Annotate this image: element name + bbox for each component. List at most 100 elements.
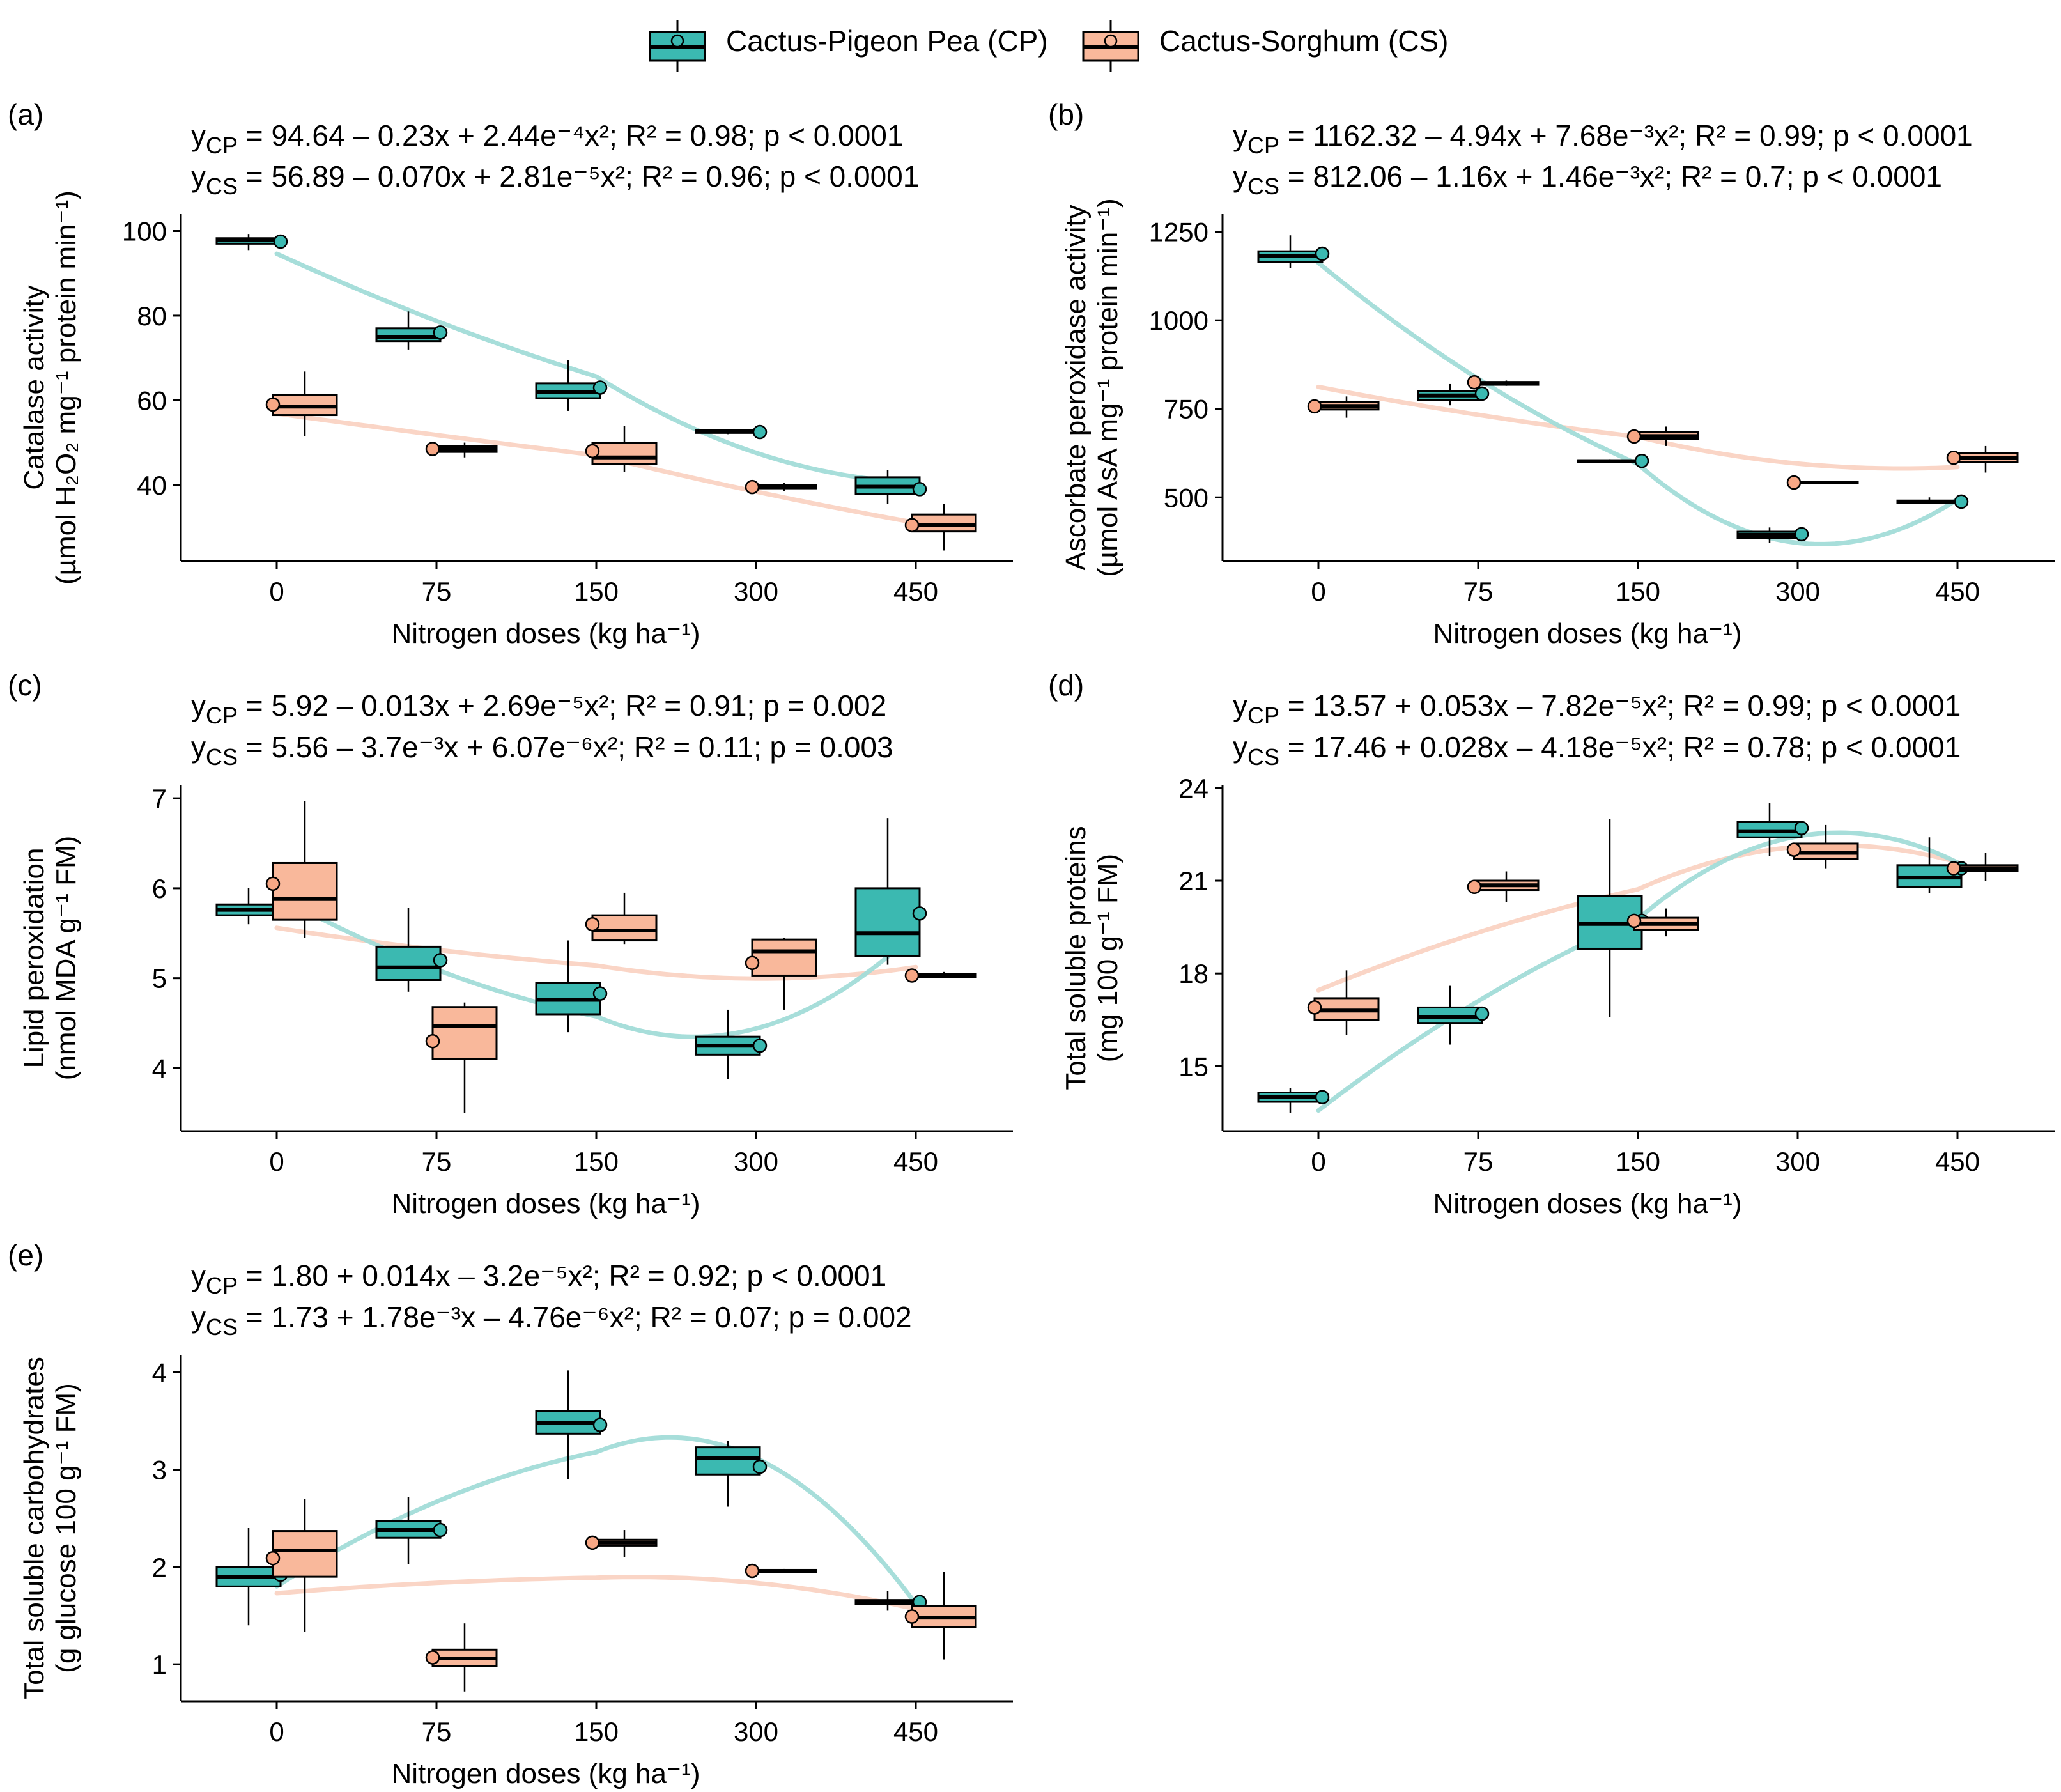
x-tick-label: 300 xyxy=(1775,576,1820,606)
box-cs-75 xyxy=(425,442,498,458)
fit-line-cs xyxy=(1316,384,1960,471)
box-cp-0 xyxy=(1257,1088,1330,1113)
box-cs-150 xyxy=(585,892,658,945)
box-cs-450 xyxy=(904,1572,977,1660)
panel-b: (b) yCP = 1162.32 – 4.94x + 7.68e⁻³x²; R²… xyxy=(1048,98,2055,649)
x-tick-label: 450 xyxy=(893,1717,938,1747)
y-axis-title: Lipid peroxidation (nmol MDA g⁻¹ FM) xyxy=(19,836,82,1081)
mean-point xyxy=(904,1609,920,1624)
y-tick-label: 40 xyxy=(137,470,167,500)
box-cs-450 xyxy=(1946,853,2019,881)
y-tick-label: 4 xyxy=(152,1053,167,1083)
fit-curves xyxy=(274,251,918,525)
x-tick-label: 150 xyxy=(1616,576,1660,606)
mean-point xyxy=(592,1417,608,1432)
mean-point xyxy=(1786,842,1802,857)
x-tick-label: 450 xyxy=(1935,576,1980,606)
equation-cp: yCP = 1.80 + 0.014x – 3.2e⁻⁵x²; R² = 0.9… xyxy=(191,1259,886,1299)
box-body xyxy=(375,945,442,981)
mean-point xyxy=(752,1039,768,1053)
y-tick-label: 24 xyxy=(1178,773,1208,803)
y-axis-title-line2: (g glucose 100 g⁻¹ FM) xyxy=(50,1383,82,1673)
mean-point xyxy=(1634,453,1649,468)
fit-line-cp xyxy=(274,251,918,485)
fit-line-cs xyxy=(274,411,918,525)
y-tick-label: 80 xyxy=(137,301,167,331)
mean-point xyxy=(745,479,760,495)
box-body xyxy=(272,1530,338,1578)
box-cs-75 xyxy=(425,1002,498,1113)
y-tick-label: 15 xyxy=(1178,1051,1208,1081)
x-tick-label: 450 xyxy=(893,576,938,606)
y-tick-label: 1250 xyxy=(1149,217,1208,247)
boxplots xyxy=(215,234,977,551)
mean-point xyxy=(425,442,440,456)
boxplots xyxy=(215,801,977,1113)
box-cs-0 xyxy=(1307,396,1380,418)
y-tick-label: 500 xyxy=(1164,483,1208,513)
fit-line-cs xyxy=(274,1575,918,1612)
box-cs-150 xyxy=(585,426,658,472)
x-tick-label: 75 xyxy=(1463,1147,1494,1177)
box-cp-150 xyxy=(1577,453,1649,468)
mean-point xyxy=(433,953,448,968)
mean-point xyxy=(585,444,600,459)
y-tick-label: 1000 xyxy=(1149,305,1208,336)
box-body xyxy=(431,1006,498,1060)
fit-curves xyxy=(1316,830,1960,1113)
box-cs-75 xyxy=(1467,871,1540,902)
box-cs-75 xyxy=(1467,375,1540,390)
box-cs-450 xyxy=(1946,445,2019,473)
fit-curves xyxy=(274,1435,918,1612)
x-tick-label: 0 xyxy=(1311,1147,1325,1177)
mean-point xyxy=(1794,527,1809,542)
y-tick-label: 4 xyxy=(152,1357,167,1387)
x-tick-label: 450 xyxy=(893,1147,938,1177)
mean-point xyxy=(1474,1006,1490,1021)
box-cp-75 xyxy=(375,908,448,992)
y-tick-label: 3 xyxy=(152,1455,167,1485)
x-axis-title: Nitrogen doses (kg ha⁻¹) xyxy=(392,618,700,649)
y-tick-label: 750 xyxy=(1164,394,1208,424)
mean-point xyxy=(1626,429,1642,444)
panels: (a) yCP = 94.64 – 0.23x + 2.44e⁻⁴x²; R² =… xyxy=(8,98,2055,1789)
mean-point xyxy=(912,906,927,921)
y-tick-label: 1 xyxy=(152,1649,167,1680)
mean-point xyxy=(585,916,600,932)
boxplots xyxy=(1257,235,2019,543)
x-tick-label: 0 xyxy=(1311,576,1325,606)
panel-e: (e) yCP = 1.80 + 0.014x – 3.2e⁻⁵x²; R² = … xyxy=(8,1239,1013,1789)
box-cp-75 xyxy=(1417,383,1490,406)
fit-line-cp xyxy=(274,1435,918,1607)
mean-point xyxy=(265,397,281,412)
box-cp-75 xyxy=(1417,985,1490,1045)
x-tick-label: 300 xyxy=(734,1147,778,1177)
mean-point xyxy=(1307,1000,1322,1015)
axes: 40 60 80 100 0 75 150 300 450 Nitrogen doses (kg … xyxy=(19,190,1013,649)
box-cs-0 xyxy=(265,1499,338,1632)
legend-key-cp xyxy=(649,20,706,72)
axes: 15 18 21 24 0 75 150 300 450 Nitrogen doses (kg h… xyxy=(1060,773,2055,1219)
equation-cs: yCS = 1.73 + 1.78e⁻³x – 4.76e⁻⁶x²; R² = … xyxy=(191,1301,912,1340)
mean-point xyxy=(904,518,920,532)
fit-line-cp xyxy=(1316,830,1960,1113)
x-tick-label: 0 xyxy=(269,576,284,606)
box-cs-75 xyxy=(425,1623,498,1692)
box-cs-150 xyxy=(1626,908,1699,937)
mean-point xyxy=(1474,386,1490,401)
y-axis-title: Ascorbate peroxidase activity (µmol AsA m… xyxy=(1060,198,1123,577)
box-cp-150 xyxy=(535,940,608,1033)
box-cs-300 xyxy=(745,479,817,495)
box-body xyxy=(911,513,977,533)
x-axis-title: Nitrogen doses (kg ha⁻¹) xyxy=(392,1188,700,1219)
mean-point xyxy=(752,424,768,440)
box-body xyxy=(751,938,817,977)
box-cp-300 xyxy=(1736,527,1809,543)
panel-label: (d) xyxy=(1048,668,1084,702)
mean-point xyxy=(433,325,448,340)
box-cp-450 xyxy=(854,470,927,504)
mean-point xyxy=(745,1563,760,1579)
mean-point xyxy=(1467,879,1482,894)
y-axis-title-line1: Catalase activity xyxy=(19,285,50,490)
